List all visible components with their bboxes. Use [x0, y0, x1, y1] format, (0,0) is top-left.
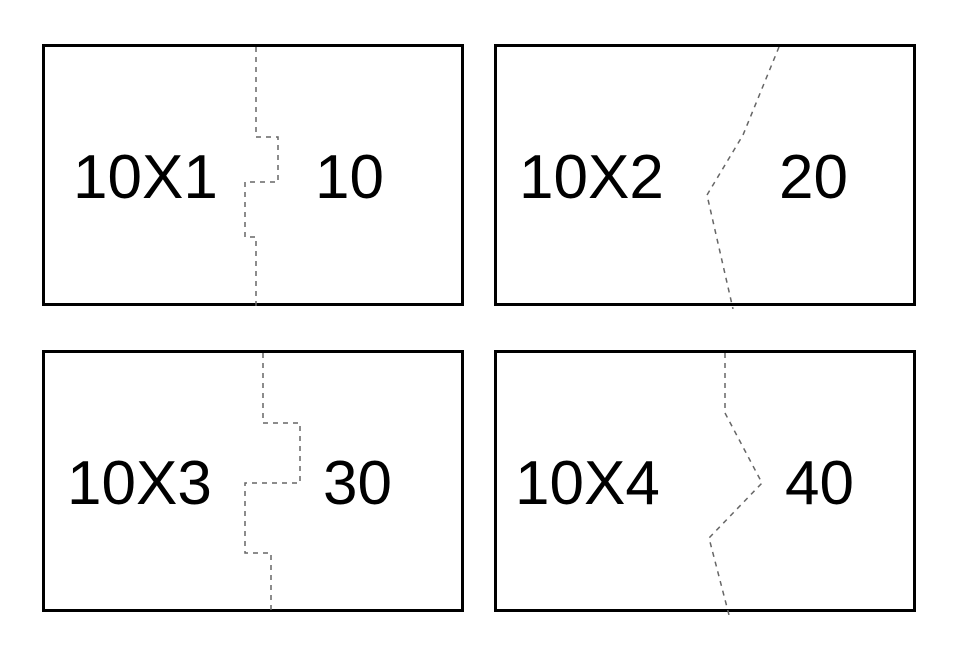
puzzle-question: 10X3 — [67, 453, 212, 515]
puzzle-question: 10X1 — [73, 147, 218, 209]
puzzle-card: 10X3 30 — [42, 350, 464, 612]
puzzle-question: 10X4 — [515, 453, 660, 515]
puzzle-card: 10X2 20 — [494, 44, 916, 306]
puzzle-answer: 40 — [785, 453, 854, 515]
worksheet-page: 10X1 10 10X2 20 10X3 30 10X4 40 — [0, 0, 960, 664]
puzzle-question: 10X2 — [519, 147, 664, 209]
puzzle-answer: 10 — [315, 147, 384, 209]
puzzle-card: 10X1 10 — [42, 44, 464, 306]
puzzle-answer: 20 — [779, 147, 848, 209]
puzzle-answer: 30 — [323, 453, 392, 515]
puzzle-card: 10X4 40 — [494, 350, 916, 612]
